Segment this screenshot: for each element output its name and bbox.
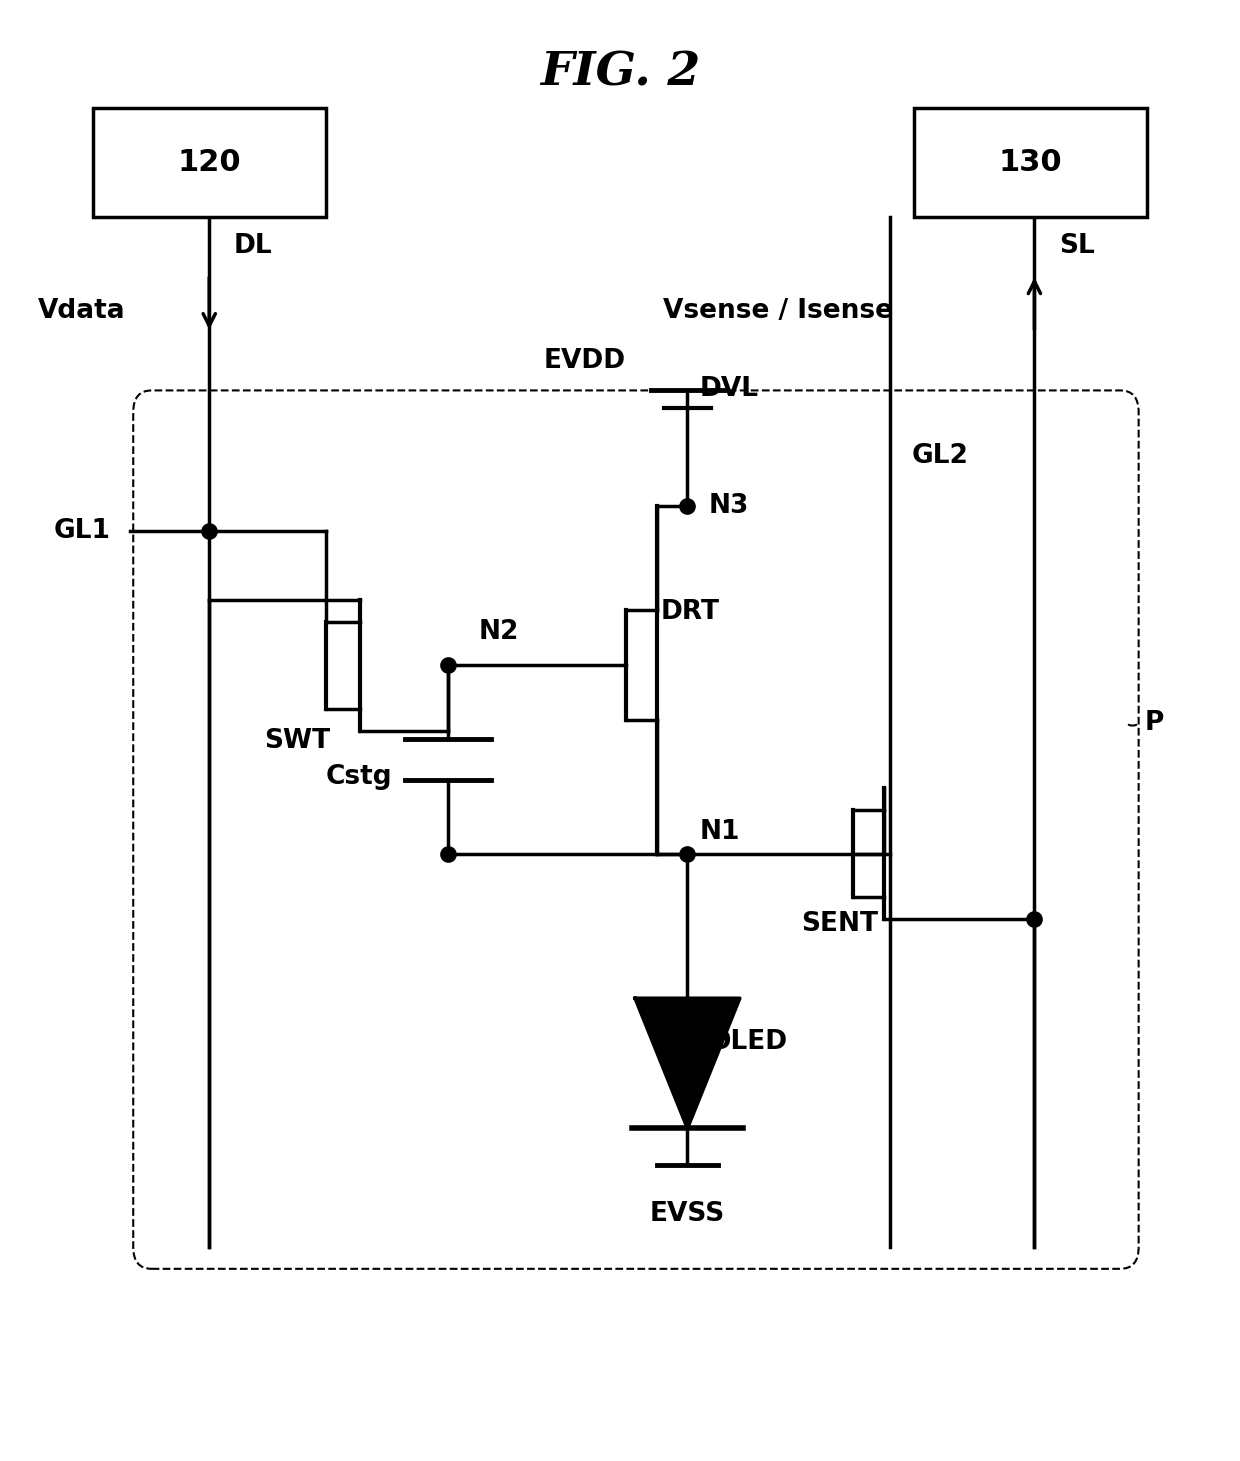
Text: 120: 120	[177, 148, 241, 177]
Text: SL: SL	[1059, 232, 1095, 259]
Text: N1: N1	[699, 818, 740, 844]
Text: DRT: DRT	[661, 599, 719, 625]
Text: GL2: GL2	[911, 443, 968, 469]
Text: Vsense / Isense: Vsense / Isense	[663, 298, 893, 324]
Text: N2: N2	[479, 619, 520, 646]
Text: OLED: OLED	[708, 1029, 787, 1055]
Polygon shape	[635, 998, 740, 1128]
Text: SENT: SENT	[801, 912, 878, 938]
Text: DL: DL	[234, 232, 273, 259]
Text: Vdata: Vdata	[37, 298, 125, 324]
Text: EVDD: EVDD	[544, 349, 626, 374]
Text: FIG. 2: FIG. 2	[539, 50, 701, 95]
Text: GL1: GL1	[53, 517, 110, 543]
FancyBboxPatch shape	[93, 108, 326, 216]
Text: 130: 130	[999, 148, 1063, 177]
Text: P: P	[1145, 710, 1164, 736]
Text: SWT: SWT	[264, 728, 331, 754]
Text: DVL: DVL	[699, 375, 759, 402]
FancyBboxPatch shape	[914, 108, 1147, 216]
Text: N3: N3	[708, 494, 749, 519]
Text: EVSS: EVSS	[650, 1201, 725, 1227]
Text: Cstg: Cstg	[326, 764, 392, 790]
